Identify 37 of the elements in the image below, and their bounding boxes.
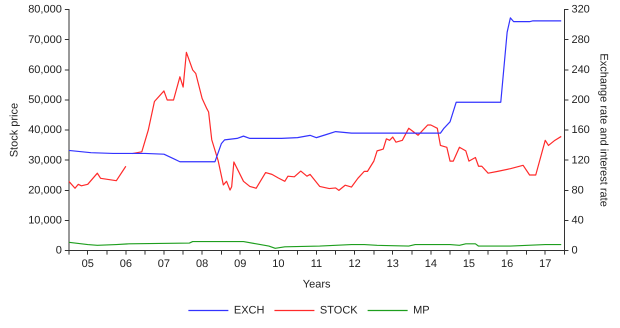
y2-tick-label: 240 [571, 64, 590, 76]
y-axis-title: Stock price [8, 102, 21, 158]
x-tick-label: 15 [462, 258, 476, 270]
y2-tick-label: 0 [571, 244, 578, 257]
y2-tick-label: 320 [571, 4, 590, 16]
x-tick-label: 06 [120, 258, 132, 270]
y2-tick-label: 40 [571, 214, 584, 227]
y2-tick-label: 160 [571, 124, 590, 136]
y-tick-label: 40,000 [28, 124, 62, 136]
x-tick-label: 09 [234, 258, 246, 270]
x-tick-label: 07 [158, 258, 170, 270]
y-tick-label: 10,000 [28, 214, 62, 227]
x-axis-title: Years [302, 278, 332, 290]
legend-label: MP [413, 304, 430, 317]
x-tick-label: 12 [348, 258, 361, 270]
y2-tick-label: 200 [571, 94, 590, 106]
y-tick-label: 50,000 [28, 94, 62, 106]
y-tick-label: 80,000 [28, 4, 62, 16]
y2-tick-label: 120 [571, 154, 590, 166]
y-tick-label: 60,000 [28, 64, 62, 76]
x-tick-label: 11 [310, 258, 322, 270]
y-tick-label: 20,000 [28, 184, 62, 196]
x-tick-label: 08 [196, 258, 208, 270]
legend-label: STOCK [320, 304, 358, 317]
y-tick-label: 30,000 [28, 154, 62, 166]
x-tick-label: 10 [272, 258, 284, 270]
x-tick-label: 13 [386, 258, 399, 270]
y-tick-label: 0 [56, 244, 62, 257]
y-tick-label: 70,000 [28, 34, 62, 46]
x-tick-label: 05 [82, 258, 94, 270]
y2-tick-label: 80 [571, 184, 584, 196]
y2-tick-label: 280 [571, 34, 590, 46]
y2-axis-title: Exchange rate and interest rate [597, 53, 610, 207]
legend-label: EXCH [234, 304, 264, 317]
x-tick-label: 17 [539, 258, 552, 270]
x-tick-label: 14 [424, 258, 437, 270]
x-tick-label: 16 [501, 258, 514, 270]
